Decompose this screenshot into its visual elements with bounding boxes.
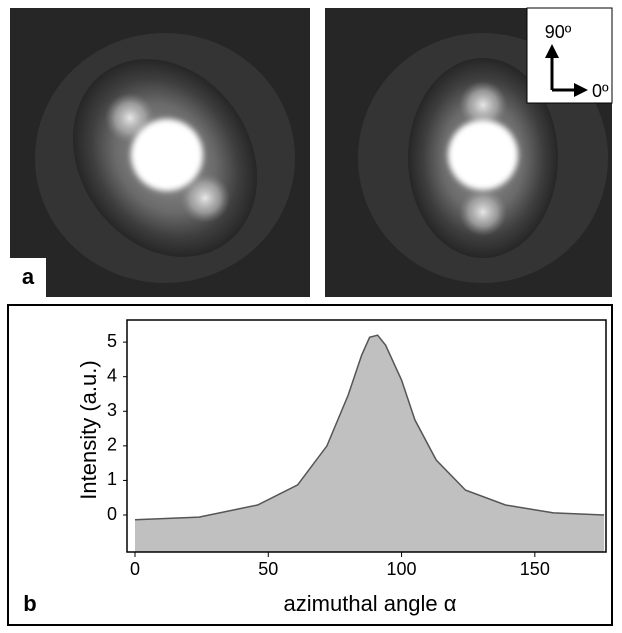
y-tick-label: 4 <box>107 365 117 385</box>
area-line <box>134 334 605 521</box>
y-tick-label: 1 <box>107 469 117 489</box>
x-tick-label: 50 <box>258 559 278 579</box>
y-tick-label: 0 <box>107 504 117 524</box>
x-tick-label: 0 <box>130 559 140 579</box>
plot-frame <box>126 319 607 553</box>
x-tick-label: 100 <box>387 559 417 579</box>
x-tick-label: 150 <box>520 559 550 579</box>
diffraction-images <box>10 7 613 297</box>
panel-label: a <box>22 264 35 289</box>
arrow-label: 0º <box>592 81 609 101</box>
y-axis-label: Intensity (a.u.) <box>76 360 101 499</box>
y-tick-label: 3 <box>107 400 117 420</box>
y-tick-label: 2 <box>107 435 117 455</box>
y-tick-label: 5 <box>107 331 117 351</box>
panel-border <box>7 304 613 626</box>
x-axis-label: azimuthal angle α <box>284 591 457 616</box>
panel-label: b <box>23 591 36 616</box>
arrow-label: 90º <box>545 22 572 42</box>
area-fill <box>134 335 605 552</box>
